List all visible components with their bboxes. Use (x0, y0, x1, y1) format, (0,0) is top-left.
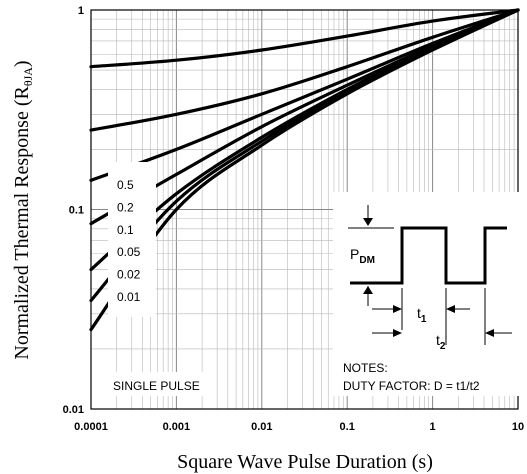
x-tick-label: 10 (512, 421, 524, 433)
series-line-0-5 (89, 8, 520, 69)
t2-label: t2 (436, 332, 446, 352)
pulse-waveform (350, 226, 507, 285)
t2-arrowhead-right (485, 329, 494, 337)
x-tick-label: 0.001 (163, 421, 191, 433)
x-tick-label: 0.01 (251, 421, 272, 433)
legend: 0.5 0.2 0.1 0.05 0.02 0.01 (117, 178, 141, 304)
legend-label: 0.05 (117, 245, 141, 259)
t1-label: t1 (417, 305, 427, 325)
y-tick-label: 1 (78, 5, 84, 17)
notes-label: NOTES: (343, 361, 388, 375)
legend-label: 0.01 (117, 290, 141, 304)
y-axis-label: Normalized Thermal Response (RθJA) (11, 60, 35, 359)
single-pulse-box (106, 372, 208, 396)
tick-labels: 0.0001 0.001 0.01 0.1 1 10 0.01 0.1 1 (63, 5, 525, 433)
t2-arrowhead-left (393, 329, 402, 337)
t1-arrowhead-right (446, 305, 455, 313)
series-line-0-2 (89, 8, 520, 132)
x-tick-label: 0.1 (340, 421, 355, 433)
x-axis-label: Square Wave Pulse Duration (s) (177, 451, 433, 473)
x-tick-label: 0.0001 (74, 421, 108, 433)
legend-label: 0.2 (117, 200, 134, 214)
single-pulse-label: SINGLE PULSE (113, 379, 200, 393)
y-tick-label: 0.1 (69, 205, 84, 217)
pdm-label: PDM (350, 246, 375, 266)
y-tick-label: 0.01 (63, 404, 84, 416)
duty-factor-label: DUTY FACTOR: D = t1/t2 (343, 379, 480, 393)
t1-arrowhead-left (393, 305, 402, 313)
x-tick-label: 1 (430, 421, 436, 433)
legend-label: 0.1 (117, 223, 134, 237)
pdm-arrowhead-top (363, 218, 373, 226)
duty-factor-inset: PDM t1 t2 NOTES: DUTY FACTOR: D = t1/t2 (333, 192, 519, 396)
legend-box (108, 162, 156, 317)
pdm-arrowhead-bottom (363, 286, 373, 294)
series-line-0-1 (89, 8, 520, 182)
legend-label: 0.5 (117, 178, 134, 192)
legend-label: 0.02 (117, 268, 141, 282)
